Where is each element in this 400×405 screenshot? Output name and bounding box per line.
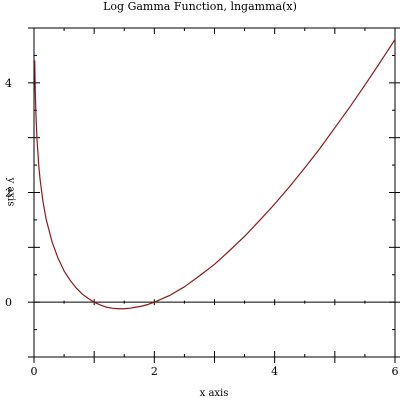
- y-tick-label: 4: [5, 77, 12, 90]
- y-tick-label: 0: [5, 296, 12, 309]
- series-layer: [34, 39, 396, 310]
- y-tick-label: 2: [5, 187, 12, 200]
- chart-title: Log Gamma Function, lngamma(x): [103, 0, 297, 13]
- x-tick-label: 0: [31, 365, 38, 378]
- plot-frame: [33, 27, 396, 358]
- x-axis-label: x axis: [200, 388, 229, 399]
- x-tick-label: 4: [271, 365, 278, 378]
- tick-labels: 0 2 4 6 0 2 4: [5, 77, 399, 378]
- series-line: [34, 39, 396, 310]
- tick-marks: [28, 27, 400, 363]
- x-tick-label: 2: [151, 365, 158, 378]
- x-tick-label: 6: [392, 365, 399, 378]
- y-axis-label: y axis: [5, 177, 16, 207]
